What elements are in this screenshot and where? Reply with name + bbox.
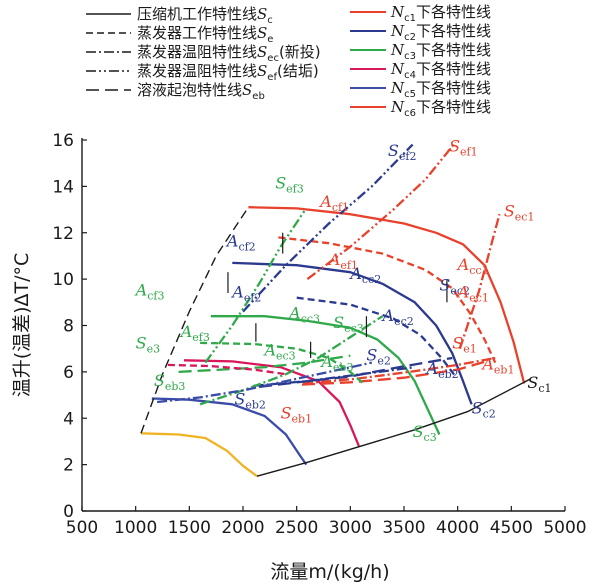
annotation-a-cf3: Acf3 [134, 280, 165, 302]
annotation-a-ec3: Aec3 [262, 341, 295, 363]
legend-series-label: Nc5下各特性线 [390, 79, 491, 100]
x-tick-label: 500 [66, 518, 98, 538]
annotation-s-e1: Se1 [452, 334, 476, 356]
x-tick-label: 4500 [490, 518, 533, 538]
annotation-a-ef3: Aef3 [179, 322, 210, 344]
x-tick-label: 3000 [329, 518, 372, 538]
x-tick-label: 5000 [543, 518, 586, 538]
y-tick-label: 14 [52, 177, 74, 197]
legend-series-label: Nc4下各特性线 [390, 60, 491, 81]
y-tick-label: 16 [52, 131, 74, 151]
curve-se5 [156, 361, 373, 404]
legend-series-label: Nc3下各特性线 [390, 41, 491, 62]
curve-seb-boundary [140, 206, 249, 434]
annotation-a-eb3: Aeb3 [319, 352, 353, 374]
annotation-a-eb1: Aeb1 [480, 355, 514, 377]
curve-sec1-up [458, 213, 501, 350]
curve-sc-compressor [256, 378, 532, 477]
annotation-s-ec3: Sec3 [333, 313, 364, 335]
curve-sc2-work [232, 261, 473, 405]
annotation-s-ef1: Sef1 [449, 137, 478, 159]
annotation-a-ef1: Aef1 [327, 250, 358, 272]
legend-series-label: Nc6下各特性线 [390, 98, 491, 119]
annotation-a-cc3: Acc3 [287, 304, 320, 326]
annotation-s-ef3: Sef3 [275, 174, 304, 196]
legend: 压缩机工作特性线Sc蒸发器工作特性线Se蒸发器温阻特性线Sec(新投)蒸发器温阻… [86, 3, 491, 119]
axes: 500 1000 1500 2000 2500 3000 3500 4000 4500 5000 0… [52, 131, 586, 538]
curve-seb1 [301, 359, 491, 386]
y-tick-label: 6 [63, 363, 74, 383]
plot-area: Sc1 Sc2 Sc3 Se1 Se2 Se3 Sec1 Sec2 Sec3 Sef1 Sef2 Se… [134, 137, 552, 478]
annotation-s-e3: Se3 [136, 334, 160, 356]
y-tick-label: 0 [63, 502, 74, 522]
annotation-s-eb3: Seb3 [154, 371, 186, 393]
annotation-a-ef2: Aef2 [230, 283, 261, 305]
annotation-a-ec2: Aec2 [381, 306, 414, 328]
legend-line-style-label: 压缩机工作特性线Sc [137, 5, 273, 26]
curve-se4 [167, 363, 287, 376]
annotation-a-ec1: Aec1 [456, 283, 489, 305]
curve-sef3 [204, 208, 307, 364]
curve-se1 [278, 236, 497, 364]
annotation-a-cc2: Acc2 [348, 264, 381, 286]
legend-line-style-label: 蒸发器工作特性线Se [137, 24, 273, 45]
legend-line-style-label: 蒸发器温阻特性线Sef(结垢) [137, 62, 319, 83]
y-tick-label: 8 [63, 317, 74, 337]
curve-seb3 [178, 354, 351, 374]
curve-se2 [296, 296, 457, 378]
annotation-a-cc1: Acc1 [456, 255, 489, 277]
curve-sef1 [306, 141, 457, 281]
legend-line-style-label: 溶液起泡特性线Seb [137, 81, 265, 102]
annotation-s-c3: Sc3 [413, 422, 437, 444]
x-axis-title: 流量m/(kg/h) [270, 561, 389, 583]
curve-sef2 [242, 143, 414, 313]
x-tick-label: 4000 [436, 518, 479, 538]
legend-series-label: Nc2下各特性线 [390, 22, 491, 43]
x-tick-label: 1000 [114, 518, 157, 538]
annotation-s-c2: Sc2 [472, 399, 496, 421]
y-tick-label: 4 [63, 409, 74, 429]
annotation-s-ef2: Sef2 [388, 141, 417, 163]
annotation-a-cf2: Acf2 [225, 232, 256, 254]
curve-sc1-work [248, 206, 526, 384]
y-tick-label: 2 [63, 456, 74, 476]
annotation-s-eb1: Seb1 [281, 403, 313, 425]
x-tick-label: 2000 [221, 518, 264, 538]
annotation-s-eb2: Seb2 [234, 389, 266, 411]
legend-line-style-label: 蒸发器温阻特性线Sec(新投) [137, 43, 321, 64]
y-tick-label: 10 [52, 270, 74, 290]
y-tick-label: 12 [52, 224, 74, 244]
annotation-s-ec1: Sec1 [504, 202, 535, 224]
y-axis-title: 温升(温差)ΔT/°C [11, 253, 33, 398]
annotation-a-cf1: Acf1 [318, 192, 349, 214]
annotation-s-c1: Sc1 [527, 373, 551, 395]
annotation-s-ec2: Sec2 [439, 276, 470, 298]
curve-sc3-work [210, 315, 441, 435]
x-tick-label: 1500 [168, 518, 211, 538]
curve-sec1 [302, 356, 496, 385]
x-tick-label: 3500 [382, 518, 425, 538]
annotation-s-e2: Se2 [366, 345, 390, 367]
annotation-a-eb2: Aeb2 [425, 359, 459, 381]
curve-seb2 [258, 356, 453, 389]
curve-se3 [200, 341, 364, 385]
x-tick-label: 2500 [275, 518, 318, 538]
curve-sc6-work [140, 432, 258, 478]
legend-series-label: Nc1下各特性线 [390, 3, 491, 24]
